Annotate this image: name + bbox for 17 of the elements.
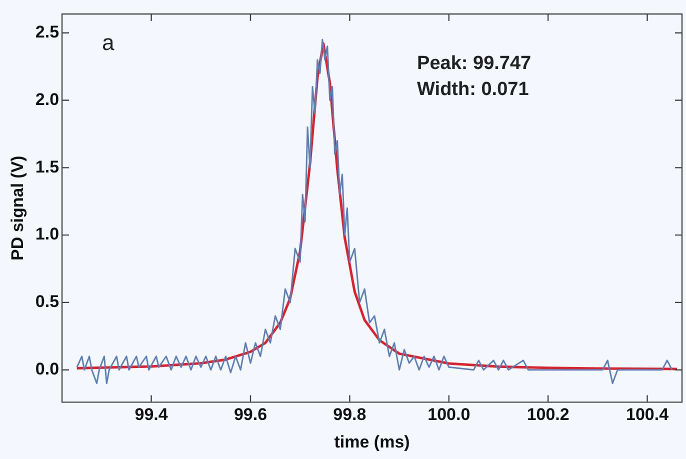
- x-tick-label: 99.6: [234, 405, 268, 424]
- y-tick-label: 2.0: [35, 90, 60, 109]
- y-axis-title: PD signal (V): [8, 156, 27, 261]
- y-tick-label: 1.0: [35, 224, 60, 244]
- x-tick-label: 100.4: [626, 405, 670, 424]
- x-axis-title: time (ms): [334, 432, 410, 452]
- y-tick-label: 0.5: [35, 292, 60, 312]
- x-tick-label: 99.4: [134, 405, 168, 424]
- annotation: Peak: 99.747: [417, 53, 532, 74]
- x-tick-label: 100.0: [428, 405, 470, 424]
- x-tick-label: 99.8: [333, 405, 366, 424]
- annotation: a: [102, 30, 116, 56]
- y-tick-label: 2.5: [35, 22, 60, 42]
- y-tick-label: 0.0: [35, 360, 60, 379]
- y-tick-label: 1.5: [35, 157, 60, 176]
- x-tick-label: 100.2: [526, 405, 570, 424]
- annotation: Width: 0.071: [417, 79, 530, 100]
